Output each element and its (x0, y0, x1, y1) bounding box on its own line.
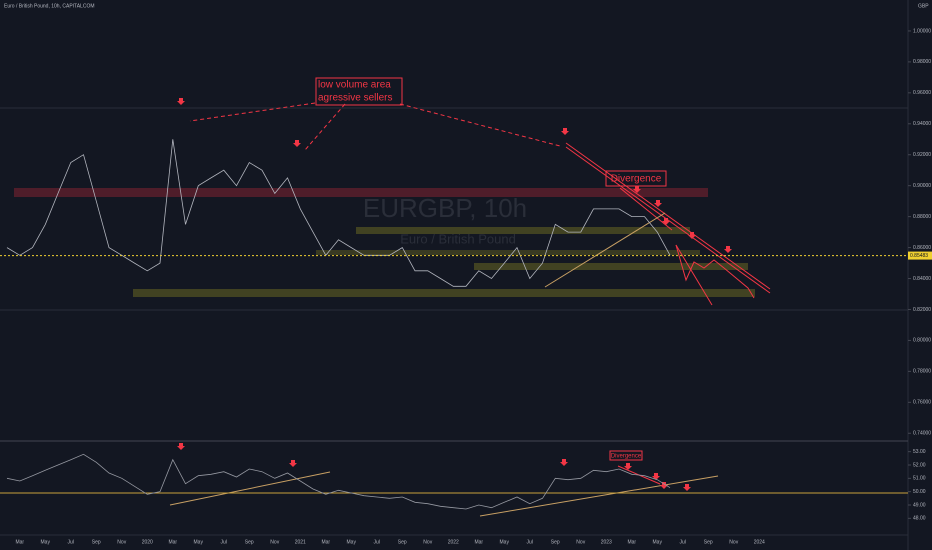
y-tick-label: 1.00000 (913, 28, 931, 34)
x-tick-label: 2024 (754, 539, 765, 545)
x-tick-label: May (41, 539, 51, 545)
annotation: low volume area (318, 80, 391, 91)
price-line (6, 139, 671, 287)
x-tick-label: Sep (704, 539, 713, 545)
demand-zone (316, 250, 700, 255)
current-price-label: 0.85483 (910, 253, 928, 259)
x-tick-label: Mar (321, 539, 330, 545)
x-tick-label: May (194, 539, 204, 545)
divergence-line (619, 187, 673, 231)
projection (675, 244, 713, 306)
projection (675, 244, 755, 299)
x-tick-label: Nov (729, 539, 738, 545)
arrow-markers (177, 98, 732, 491)
y-tick-label: 0.94000 (913, 121, 931, 127)
support-line (479, 475, 719, 517)
x-tick-label: Sep (551, 539, 560, 545)
y-tick-label: 0.90000 (913, 183, 931, 189)
y-tick-label: 49.00 (913, 502, 926, 508)
x-tick-label: 2022 (448, 539, 459, 545)
demand-zone (356, 227, 690, 234)
watermark: EURGBP, 10h (363, 193, 527, 223)
y-tick-label: 53.00 (913, 449, 926, 455)
y-tick-label: 0.76000 (913, 400, 931, 406)
supply-zone (14, 188, 708, 197)
annotation: Divergence (611, 174, 662, 185)
x-tick-label: May (500, 539, 510, 545)
symbol-title: Euro / British Pound, 10h, CAPITALCOM (4, 3, 95, 9)
x-tick-label: 2023 (601, 539, 612, 545)
x-tick-label: Sep (92, 539, 101, 545)
annotation: agressive sellers (318, 93, 392, 104)
support-line (544, 212, 666, 288)
current-price-tag (908, 251, 932, 260)
y-tick-label: 51.00 (913, 476, 926, 482)
x-tick-label: Nov (270, 539, 279, 545)
x-tick-label: Nov (576, 539, 585, 545)
x-tick-label: Nov (117, 539, 126, 545)
x-tick-label: Jul (527, 539, 533, 545)
y-tick-label: 0.92000 (913, 152, 931, 158)
x-tick-label: Sep (245, 539, 254, 545)
x-tick-label: Jul (221, 539, 227, 545)
y-tick-label: 50.00 (913, 489, 926, 495)
y-tick-label: 0.96000 (913, 90, 931, 96)
y-tick-label: 0.84000 (913, 276, 931, 282)
watermark-sub: Euro / British Pound (400, 231, 516, 246)
x-tick-label: Sep (398, 539, 407, 545)
demand-zone (474, 263, 748, 270)
x-tick-label: Nov (423, 539, 432, 545)
y-tick-label: 0.78000 (913, 369, 931, 375)
y-tick-label: 0.98000 (913, 59, 931, 65)
dashed-arrow (189, 102, 316, 122)
x-tick-label: Mar (627, 539, 636, 545)
currency: GBP (918, 3, 929, 9)
trend-line (565, 142, 771, 290)
x-tick-label: 2021 (295, 539, 306, 545)
demand-zone (133, 289, 755, 297)
price-line (6, 453, 671, 510)
y-tick-label: 0.86000 (913, 245, 931, 251)
annotation: Divergence (611, 454, 642, 460)
x-tick-label: Mar (15, 539, 24, 545)
x-tick-label: 2020 (142, 539, 153, 545)
y-tick-label: 0.74000 (913, 431, 931, 437)
y-tick-label: 0.82000 (913, 307, 931, 313)
annotation-box (315, 77, 403, 106)
y-tick-label: 52.00 (913, 462, 926, 468)
x-tick-label: Mar (474, 539, 483, 545)
annotation-box (609, 450, 643, 461)
y-tick-label: 0.80000 (913, 338, 931, 344)
x-tick-label: Jul (68, 539, 74, 545)
y-tick-label: 48.00 (913, 516, 926, 522)
x-tick-label: May (347, 539, 357, 545)
dashed-arrow (304, 103, 346, 151)
support-line (169, 471, 331, 506)
x-tick-label: Jul (680, 539, 686, 545)
y-tick-label: 0.88000 (913, 214, 931, 220)
x-tick-label: Mar (168, 539, 177, 545)
x-tick-label: Jul (374, 539, 380, 545)
x-tick-label: May (653, 539, 663, 545)
